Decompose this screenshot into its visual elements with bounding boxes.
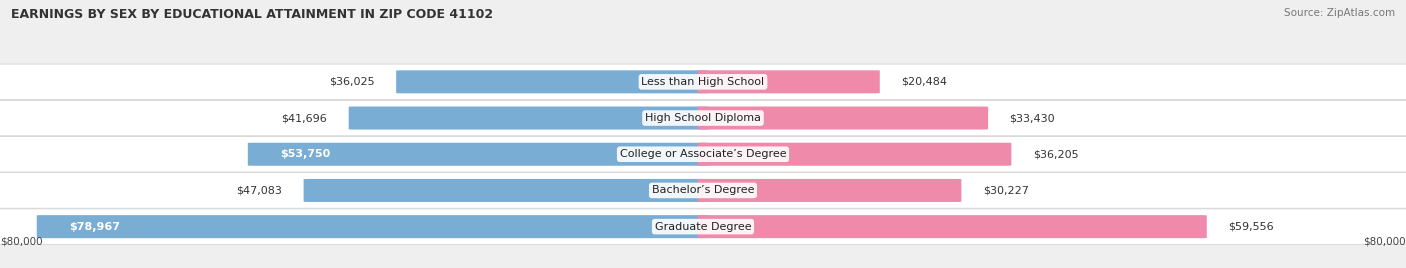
Text: $80,000: $80,000 (1364, 237, 1406, 247)
FancyBboxPatch shape (247, 143, 709, 166)
FancyBboxPatch shape (304, 179, 709, 202)
Text: $80,000: $80,000 (0, 237, 42, 247)
FancyBboxPatch shape (0, 173, 1406, 208)
Text: Source: ZipAtlas.com: Source: ZipAtlas.com (1284, 8, 1395, 18)
FancyBboxPatch shape (697, 179, 962, 202)
Text: Graduate Degree: Graduate Degree (655, 222, 751, 232)
Text: $30,227: $30,227 (983, 185, 1029, 195)
Text: Less than High School: Less than High School (641, 77, 765, 87)
FancyBboxPatch shape (697, 143, 1011, 166)
FancyBboxPatch shape (697, 106, 988, 129)
Text: Bachelor’s Degree: Bachelor’s Degree (652, 185, 754, 195)
Text: $20,484: $20,484 (901, 77, 948, 87)
FancyBboxPatch shape (697, 70, 880, 93)
FancyBboxPatch shape (0, 64, 1406, 100)
Text: College or Associate’s Degree: College or Associate’s Degree (620, 149, 786, 159)
Text: $78,967: $78,967 (69, 222, 120, 232)
Text: High School Diploma: High School Diploma (645, 113, 761, 123)
Text: $36,205: $36,205 (1033, 149, 1078, 159)
FancyBboxPatch shape (697, 215, 1206, 238)
Text: $36,025: $36,025 (329, 77, 375, 87)
Text: $41,696: $41,696 (281, 113, 328, 123)
FancyBboxPatch shape (0, 136, 1406, 172)
FancyBboxPatch shape (396, 70, 709, 93)
Text: $33,430: $33,430 (1010, 113, 1054, 123)
Text: $47,083: $47,083 (236, 185, 283, 195)
FancyBboxPatch shape (0, 209, 1406, 244)
Text: EARNINGS BY SEX BY EDUCATIONAL ATTAINMENT IN ZIP CODE 41102: EARNINGS BY SEX BY EDUCATIONAL ATTAINMEN… (11, 8, 494, 21)
FancyBboxPatch shape (349, 106, 709, 129)
Text: $59,556: $59,556 (1229, 222, 1274, 232)
FancyBboxPatch shape (37, 215, 709, 238)
Text: $53,750: $53,750 (280, 149, 330, 159)
FancyBboxPatch shape (0, 100, 1406, 136)
